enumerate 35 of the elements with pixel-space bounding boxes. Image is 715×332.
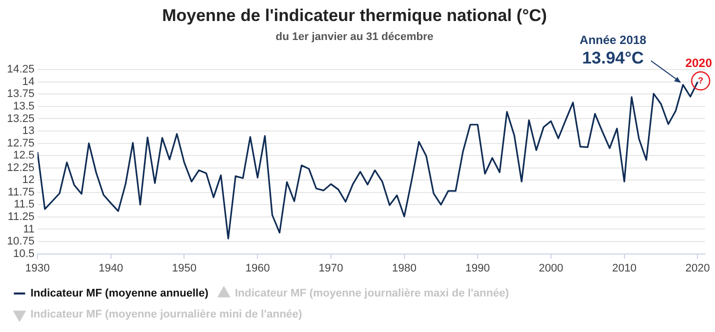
y-tick-label: 13.5 <box>13 100 35 112</box>
y-tick-label: 13.25 <box>6 112 35 125</box>
x-tick-label: 1950 <box>172 262 196 274</box>
y-tick-label: 13.75 <box>6 88 35 100</box>
y-tick-label: 12.25 <box>6 162 35 174</box>
annotation: ? <box>698 75 704 86</box>
x-tick-label: 1930 <box>25 262 50 274</box>
x-tick-label: 1940 <box>98 262 124 274</box>
y-tick-label: 12.5 <box>13 150 35 162</box>
y-tick-label: 11.25 <box>8 210 35 223</box>
x-tick-label: 2000 <box>538 262 564 274</box>
x-tick-label: 1980 <box>392 262 417 274</box>
annotation: 2020 <box>685 56 712 70</box>
y-tick-label: 11 <box>23 223 35 236</box>
chart-subtitle: du 1er janvier au 31 décembre <box>276 31 434 44</box>
legend-label: Indicateur MF (moyenne journalière maxi de l'année) <box>234 288 510 300</box>
x-tick-label: 1960 <box>245 262 270 274</box>
y-tick-label: 10.75 <box>6 236 35 248</box>
chart-title: Moyenne de l'indicateur thermique national (°C) <box>162 6 547 25</box>
x-tick-label: 2020 <box>685 262 710 274</box>
y-tick-label: 14 <box>22 76 35 88</box>
y-tick-label: 11.75 <box>8 186 35 198</box>
text: Année 2018 <box>580 33 647 48</box>
y-tick-label: 13 <box>22 125 35 138</box>
legend-label: Indicateur MF (moyenne journalière mini de l'année) <box>30 308 302 321</box>
y-tick-label: 12 <box>22 174 35 186</box>
y-tick-label: 11.5 <box>14 198 35 211</box>
annotation: 13.94°C <box>582 48 644 68</box>
x-tick-label: 2010 <box>612 262 637 274</box>
y-tick-label: 12.75 <box>6 137 35 150</box>
x-tick-label: 1990 <box>465 262 490 274</box>
x-tick-label: 1970 <box>318 262 344 274</box>
y-tick-label: 14.25 <box>6 64 35 76</box>
y-tick-label: 10.5 <box>13 248 35 260</box>
legend-label: Indicateur MF (moyenne annuelle) <box>30 288 209 300</box>
